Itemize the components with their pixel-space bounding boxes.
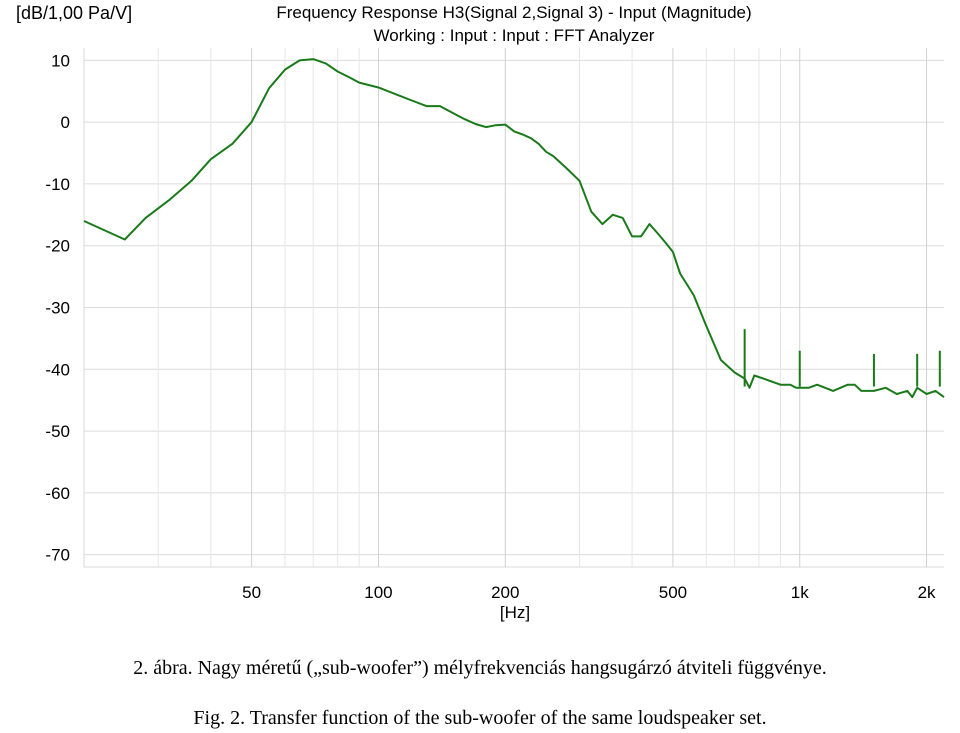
y-tick-label: -20 xyxy=(45,237,70,256)
y-tick-label: -50 xyxy=(45,422,70,441)
y-tick-label: -30 xyxy=(45,299,70,318)
y-axis-label: [dB/1,00 Pa/V] xyxy=(16,3,132,23)
x-tick-label: 50 xyxy=(242,583,261,602)
x-tick-labels: 50 100 200 500 1k 2k xyxy=(242,583,936,602)
x-tick-label: 100 xyxy=(364,583,392,602)
x-tick-label: 1k xyxy=(791,583,809,602)
frequency-response-chart: 100-10-20-30-40-50-60-70 50 100 200 500 1k 2k… xyxy=(16,3,945,622)
y-tick-label: 10 xyxy=(51,51,70,70)
data-series xyxy=(83,58,945,399)
y-tick-label: -70 xyxy=(45,546,70,565)
caption-hungarian: 2. ábra. Nagy méretű („sub-woofer”) mély… xyxy=(133,657,827,679)
x-tick-label: 200 xyxy=(491,583,519,602)
y-tick-label: -40 xyxy=(45,360,70,379)
y-tick-labels: 10 0 -10 -20 -30 -40 -50 -60 -70 xyxy=(45,51,70,564)
x-tick-label: 500 xyxy=(659,583,687,602)
y-tick-label: -10 xyxy=(45,175,70,194)
caption-english: Fig. 2. Transfer function of the sub-woo… xyxy=(193,707,767,729)
x-tick-label: 2k xyxy=(918,583,936,602)
chart-title: Frequency Response H3(Signal 2,Signal 3)… xyxy=(276,3,751,22)
x-axis-label: [Hz] xyxy=(500,603,530,622)
y-tick-label: 0 xyxy=(61,113,70,132)
chart-subtitle: Working : Input : Input : FFT Analyzer xyxy=(374,26,655,45)
y-tick-label: -60 xyxy=(45,484,70,503)
grid-lines xyxy=(83,48,944,568)
response-line xyxy=(83,58,945,399)
